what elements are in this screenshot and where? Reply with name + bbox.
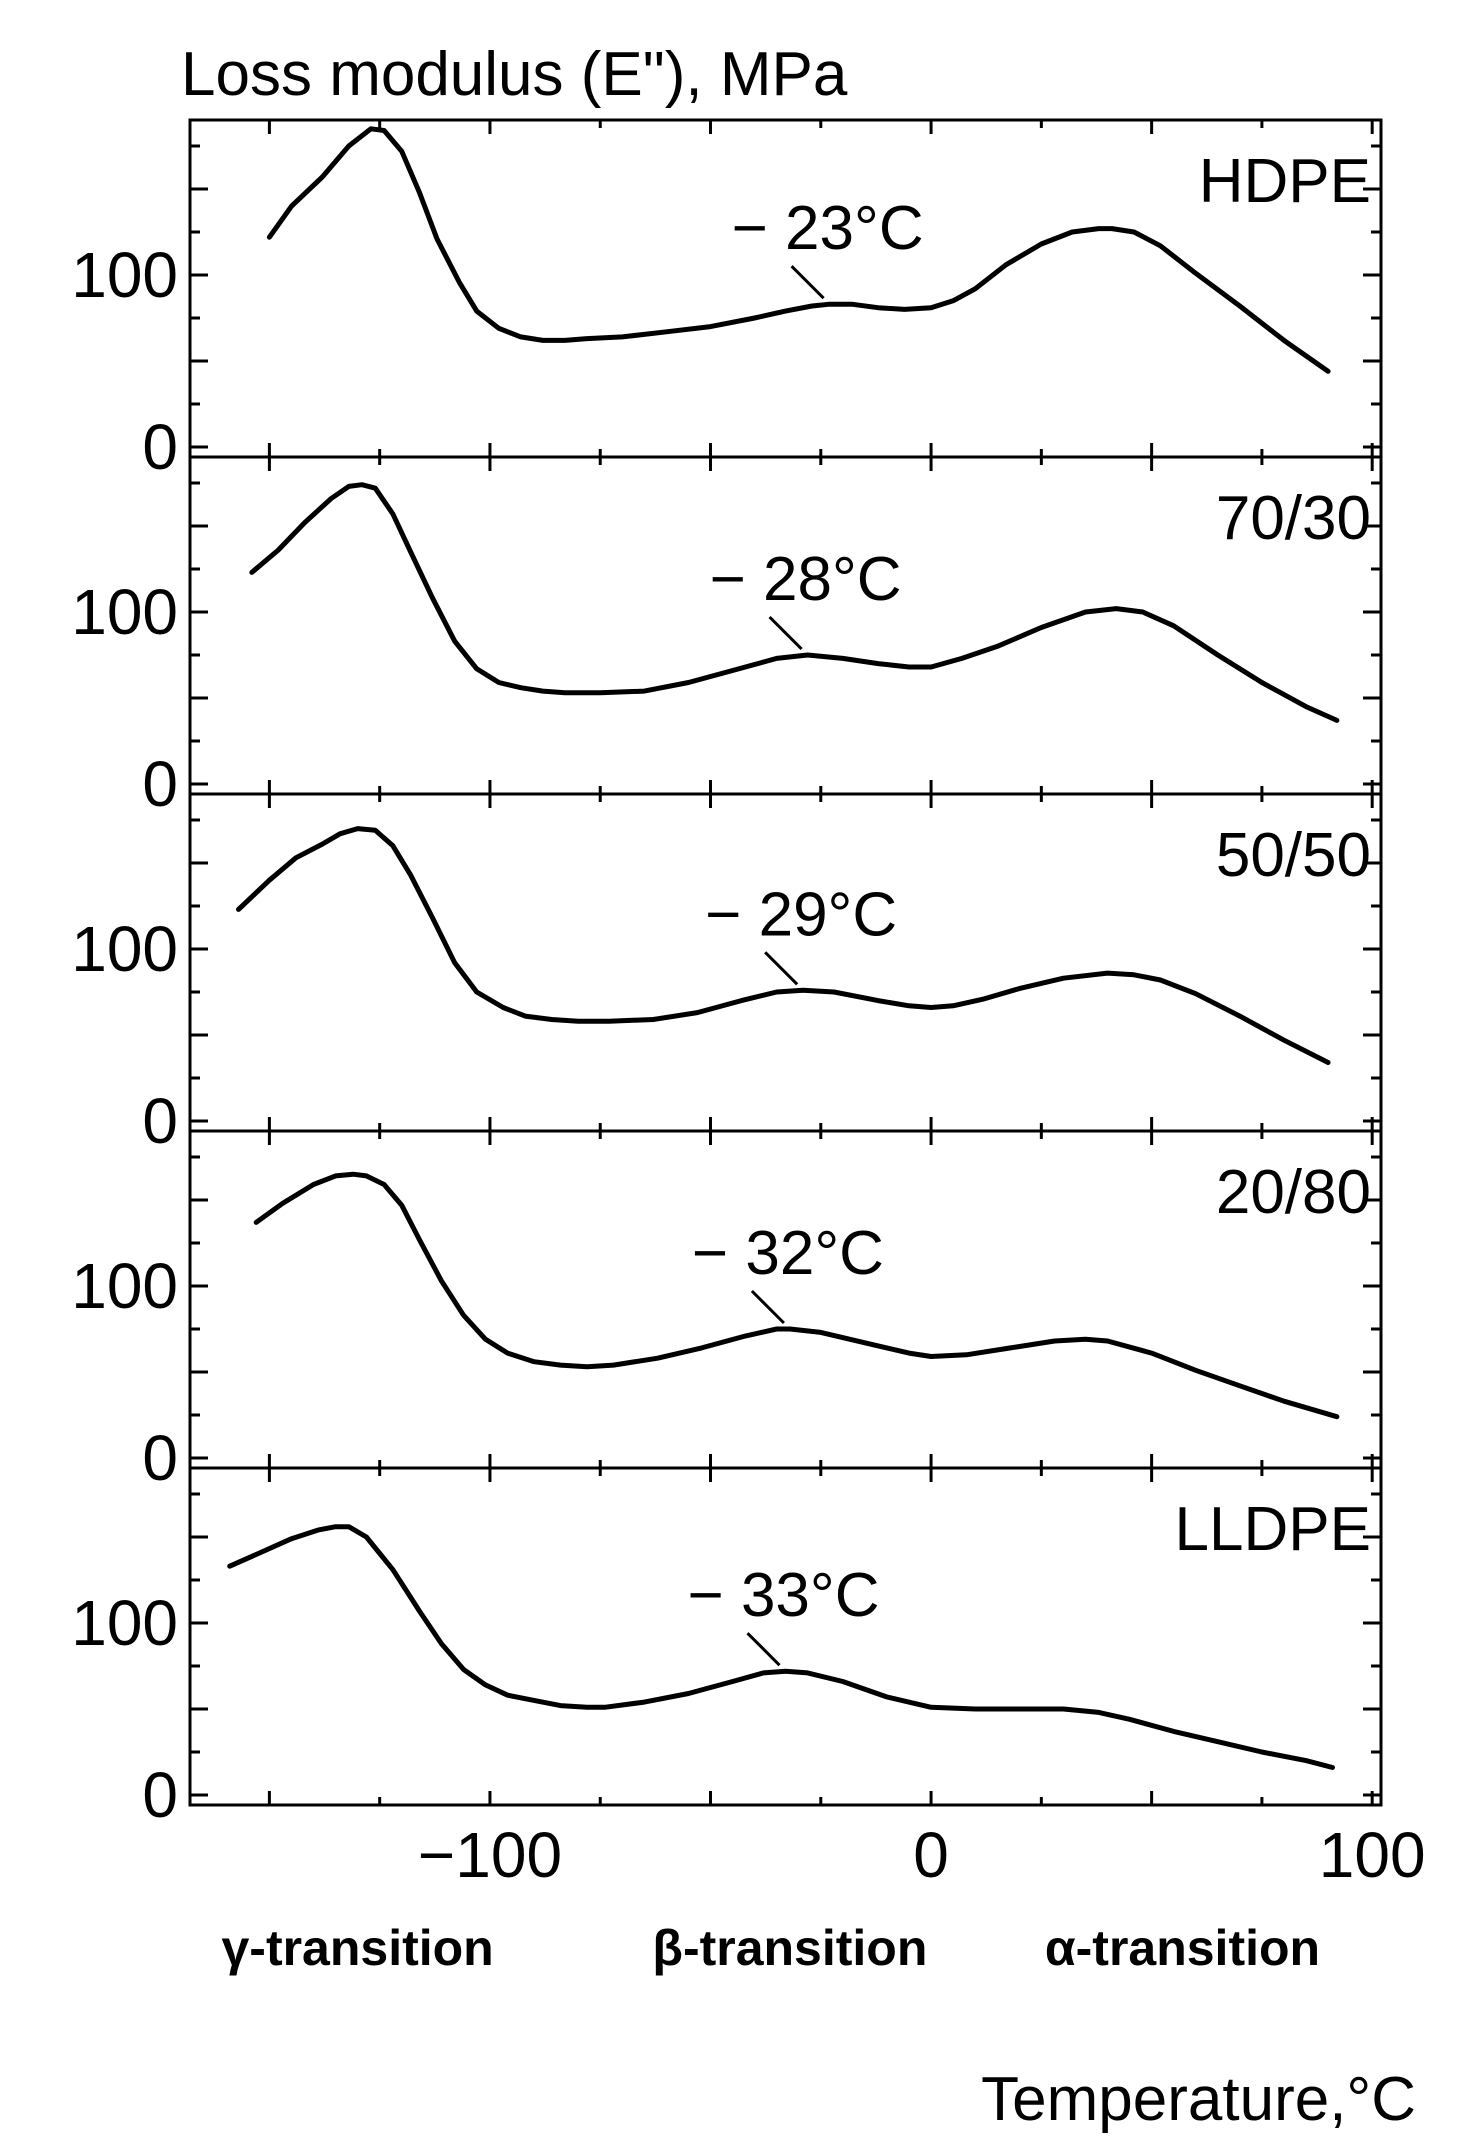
panel-frame bbox=[188, 792, 1383, 1133]
x-tick-label: −100 bbox=[418, 1819, 562, 1891]
transition-label: γ-transition bbox=[221, 1920, 493, 1976]
transition-label: β-transition bbox=[652, 1920, 927, 1976]
x-axis-label: Temperature,°C bbox=[981, 2065, 1416, 2134]
transition-label: α-transition bbox=[1045, 1920, 1320, 1976]
panel-hdpe: 0 100 HDPE − 23°C bbox=[71, 118, 1383, 483]
series-line bbox=[253, 1171, 1340, 1420]
y-tick-label: 100 bbox=[71, 576, 178, 648]
x-axis: −100 0 100 bbox=[418, 1819, 1426, 1891]
panels-group: 0 100 HDPE − 23°C 0 100 70/30 − 28°C 0 100 50/50 − … bbox=[71, 118, 1383, 1831]
panel-20-80: 0 100 20/80 − 32°C bbox=[71, 1129, 1383, 1494]
beta-leader-line bbox=[768, 615, 803, 651]
beta-peak-label: − 33°C bbox=[688, 1561, 880, 1630]
panel-lldpe: 0 100 LLDPE − 33°C bbox=[71, 1466, 1383, 1831]
y-tick-label: 100 bbox=[71, 913, 178, 985]
beta-peak-label: − 29°C bbox=[705, 880, 897, 949]
y-tick-label: 100 bbox=[71, 1250, 178, 1322]
y-tick-label: 0 bbox=[142, 1759, 178, 1831]
series-line bbox=[266, 126, 1331, 374]
y-tick-label: 0 bbox=[142, 1422, 178, 1494]
panel-50-50: 0 100 50/50 − 29°C bbox=[71, 792, 1383, 1157]
panel-70-30: 0 100 70/30 − 28°C bbox=[71, 455, 1383, 820]
panel-name-label: 50/50 bbox=[1216, 821, 1371, 890]
y-tick-label: 0 bbox=[142, 411, 178, 483]
panel-frame bbox=[188, 1466, 1383, 1807]
beta-leader-line bbox=[750, 1289, 785, 1325]
panel-name-label: 70/30 bbox=[1216, 484, 1371, 553]
panel-name-label: 20/80 bbox=[1216, 1158, 1371, 1227]
beta-leader-line bbox=[746, 1632, 781, 1667]
y-tick-label: 0 bbox=[142, 1085, 178, 1157]
x-tick-label: 100 bbox=[1319, 1819, 1426, 1891]
beta-leader-line bbox=[790, 265, 825, 300]
beta-leader-line bbox=[764, 951, 799, 986]
beta-peak-label: − 32°C bbox=[692, 1219, 884, 1288]
series-line bbox=[249, 482, 1340, 723]
beta-peak-label: − 23°C bbox=[732, 194, 924, 263]
beta-peak-label: − 28°C bbox=[710, 545, 902, 614]
x-tick-label: 0 bbox=[913, 1819, 949, 1891]
panel-frame bbox=[188, 1129, 1383, 1470]
series-line bbox=[227, 1524, 1335, 1770]
chart-title: Loss modulus (E"), MPa bbox=[181, 40, 848, 109]
y-tick-label: 100 bbox=[71, 239, 178, 311]
panel-name-label: LLDPE bbox=[1175, 1495, 1371, 1564]
transition-labels: γ-transition β-transition α-transition bbox=[221, 1920, 1320, 1976]
y-tick-label: 0 bbox=[142, 748, 178, 820]
y-tick-label: 100 bbox=[71, 1587, 178, 1659]
series-line bbox=[236, 826, 1331, 1065]
panel-frame bbox=[188, 455, 1383, 796]
panel-name-label: HDPE bbox=[1199, 147, 1371, 216]
